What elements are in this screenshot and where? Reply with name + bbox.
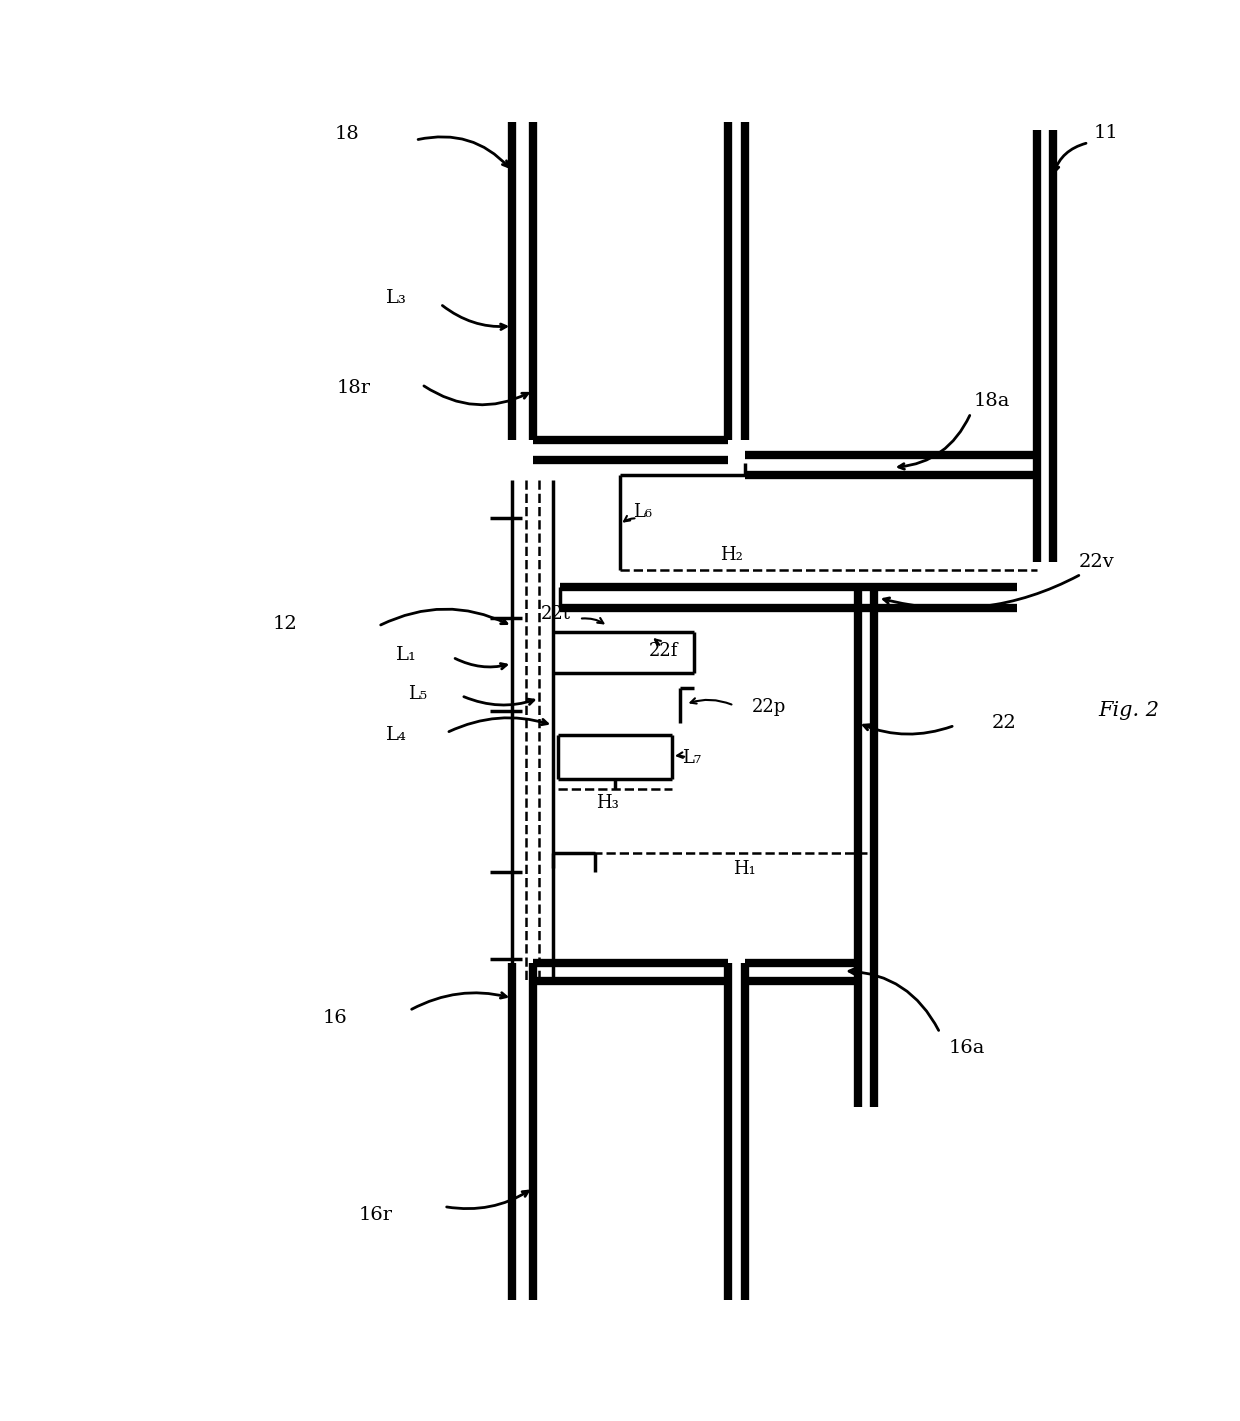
Text: Fig. 2: Fig. 2 xyxy=(1097,701,1159,720)
Text: 16a: 16a xyxy=(949,1039,986,1057)
Text: L₆: L₆ xyxy=(632,503,652,522)
Text: H₃: H₃ xyxy=(596,794,619,813)
Text: 11: 11 xyxy=(1094,124,1118,142)
Text: L₅: L₅ xyxy=(408,685,428,703)
Text: 22t: 22t xyxy=(541,605,570,622)
Text: L₁: L₁ xyxy=(397,645,417,664)
Text: H₂: H₂ xyxy=(720,547,743,564)
Text: 12: 12 xyxy=(273,615,298,632)
Text: 22p: 22p xyxy=(751,698,786,716)
Text: L₇: L₇ xyxy=(682,749,702,766)
Text: 18: 18 xyxy=(335,125,360,144)
Text: L₃: L₃ xyxy=(387,288,407,307)
Text: 22f: 22f xyxy=(649,642,678,659)
Text: 22: 22 xyxy=(992,713,1017,732)
Text: 18a: 18a xyxy=(973,392,1011,409)
Text: 16: 16 xyxy=(322,1009,347,1027)
Text: 22v: 22v xyxy=(1079,553,1114,571)
Text: H₁: H₁ xyxy=(733,860,755,878)
Text: L₄: L₄ xyxy=(387,726,407,745)
Text: 16r: 16r xyxy=(358,1206,393,1223)
Text: 18r: 18r xyxy=(336,379,371,396)
